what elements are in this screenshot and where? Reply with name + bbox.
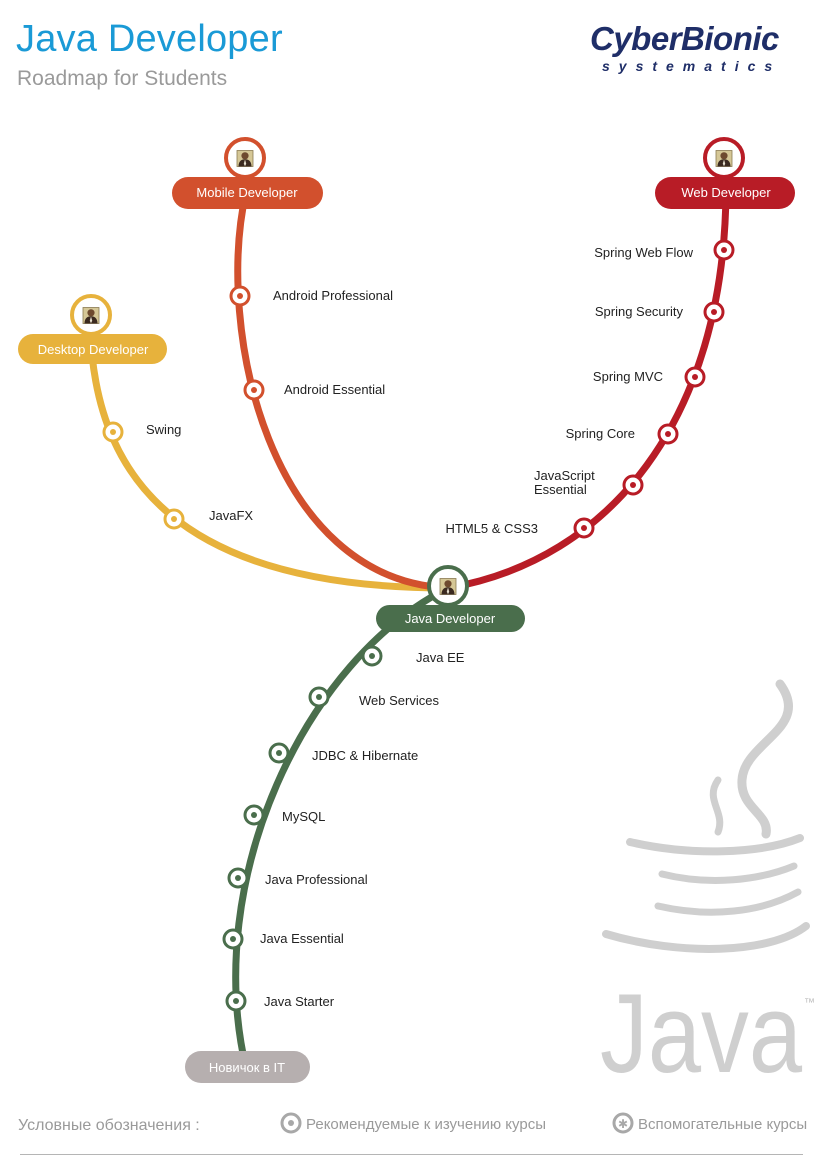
cyberbionic-logo: CyberBionic systematics — [590, 22, 805, 80]
station-web-services[interactable]: Web Services — [308, 686, 439, 708]
java-logo: Java ™ — [600, 679, 815, 1096]
station-label-line-2: Essential — [534, 482, 587, 497]
java-logo-cup-3 — [654, 888, 802, 916]
station-swing[interactable]: Swing — [102, 421, 181, 443]
station-dot — [230, 936, 236, 942]
station-label: JDBC & Hibernate — [312, 748, 418, 763]
station-label: Android Essential — [284, 382, 385, 397]
station-label: Java EE — [416, 650, 465, 665]
station-label: JavaFX — [209, 508, 253, 523]
java-logo-trademark: ™ — [804, 997, 815, 1009]
person-icon — [236, 150, 254, 167]
start-badge-bg — [185, 1051, 310, 1083]
node-badge — [172, 177, 323, 209]
station-dot — [251, 812, 257, 818]
web-route-line — [447, 191, 730, 592]
station-android-essential[interactable]: Android Essential — [243, 379, 385, 401]
station-label: Spring Web Flow — [594, 245, 693, 260]
station-dot — [237, 293, 243, 299]
station-label: Android Professional — [273, 288, 393, 303]
java-logo-text: Java — [600, 971, 803, 1096]
java-logo-cup-2 — [658, 862, 798, 884]
station-html5-css3[interactable]: HTML5 & CSS3 — [446, 517, 595, 539]
node-badge — [18, 334, 167, 364]
node-mobile-developer[interactable]: Mobile Developer — [172, 137, 323, 209]
logo-sub-text: systematics — [602, 58, 782, 74]
node-label: Mobile Developer — [196, 185, 298, 200]
station-dot — [581, 525, 587, 531]
station-dot — [233, 998, 239, 1004]
legend-title: Условные обозначения : — [18, 1117, 200, 1134]
java-logo-steam-1 — [737, 679, 793, 839]
station-label: HTML5 & CSS3 — [446, 521, 538, 536]
station-dot — [251, 387, 257, 393]
legend: Условные обозначения : Рекомендуемые к и… — [18, 1112, 807, 1134]
station-dot — [235, 875, 241, 881]
legend-divider — [20, 1154, 803, 1155]
station-spring-core[interactable]: Spring Core — [566, 423, 679, 445]
station-dot — [630, 482, 636, 488]
legend-auxiliary-icon — [612, 1112, 634, 1134]
node-web-developer[interactable]: Web Developer — [655, 137, 795, 209]
station-dot — [369, 653, 375, 659]
station-dot — [692, 374, 698, 380]
legend-recommended-icon-dot — [288, 1120, 294, 1126]
desktop-route-line — [88, 354, 449, 592]
station-spring-mvc[interactable]: Spring MVC — [593, 366, 706, 388]
station-spring-security[interactable]: Spring Security — [595, 301, 725, 323]
mobile-route-line — [234, 191, 449, 592]
page-subtitle: Roadmap for Students — [17, 67, 228, 90]
station-dot — [721, 247, 727, 253]
station-java-professional[interactable]: Java Professional — [227, 867, 368, 889]
node-java-developer[interactable]: Java Developer — [376, 565, 525, 632]
station-label: Java Professional — [265, 872, 368, 887]
station-label: Spring Core — [566, 426, 635, 441]
station-jdbc-hibernate[interactable]: JDBC & Hibernate — [268, 742, 418, 764]
station-label: Spring Security — [595, 304, 684, 319]
java-logo-steam-2 — [709, 776, 724, 836]
station-label: Swing — [146, 422, 181, 437]
person-icon — [715, 150, 733, 167]
page-title: Java Developer — [16, 18, 283, 60]
person-icon — [82, 307, 100, 324]
legend-auxiliary-label: Вспомогательные курсы — [638, 1116, 807, 1133]
node-label: Java Developer — [405, 611, 496, 626]
station-java-essential[interactable]: Java Essential — [222, 928, 344, 950]
station-label: Spring MVC — [593, 369, 663, 384]
legend-auxiliary-icon-star: ✱ — [618, 1117, 628, 1131]
station-label-line-1: JavaScript — [534, 468, 595, 483]
start-badge: Новичок в IT — [185, 1051, 310, 1083]
station-javafx[interactable]: JavaFX — [163, 508, 253, 530]
java-logo-cup-1 — [626, 834, 804, 856]
station-java-ee[interactable]: Java EE — [361, 645, 465, 667]
station-javascript-essential[interactable]: JavaScript Essential — [534, 468, 644, 497]
station-dot — [711, 309, 717, 315]
station-dot — [316, 694, 322, 700]
java-logo-saucer — [602, 922, 810, 953]
node-label: Web Developer — [681, 185, 771, 200]
station-dot — [276, 750, 282, 756]
start-badge-label: Новичок в IT — [209, 1060, 285, 1075]
station-dot — [665, 431, 671, 437]
station-label: Web Services — [359, 693, 439, 708]
station-label: Java Essential — [260, 931, 344, 946]
node-label: Desktop Developer — [38, 342, 149, 357]
station-dot — [110, 429, 116, 435]
station-label: Java Starter — [264, 994, 335, 1009]
logo-main-text: CyberBionic — [590, 20, 779, 57]
station-android-professional[interactable]: Android Professional — [229, 285, 393, 307]
node-badge — [655, 177, 795, 209]
station-dot — [171, 516, 177, 522]
node-desktop-developer[interactable]: Desktop Developer — [18, 294, 167, 364]
legend-recommended-label: Рекомендуемые к изучению курсы — [306, 1116, 546, 1133]
station-java-starter[interactable]: Java Starter — [225, 990, 335, 1012]
station-spring-web-flow[interactable]: Spring Web Flow — [594, 239, 735, 261]
station-mysql[interactable]: MySQL — [243, 804, 325, 826]
node-badge — [376, 605, 525, 632]
station-label: JavaScript Essential — [534, 468, 595, 497]
person-icon — [439, 578, 457, 595]
station-label: MySQL — [282, 809, 325, 824]
